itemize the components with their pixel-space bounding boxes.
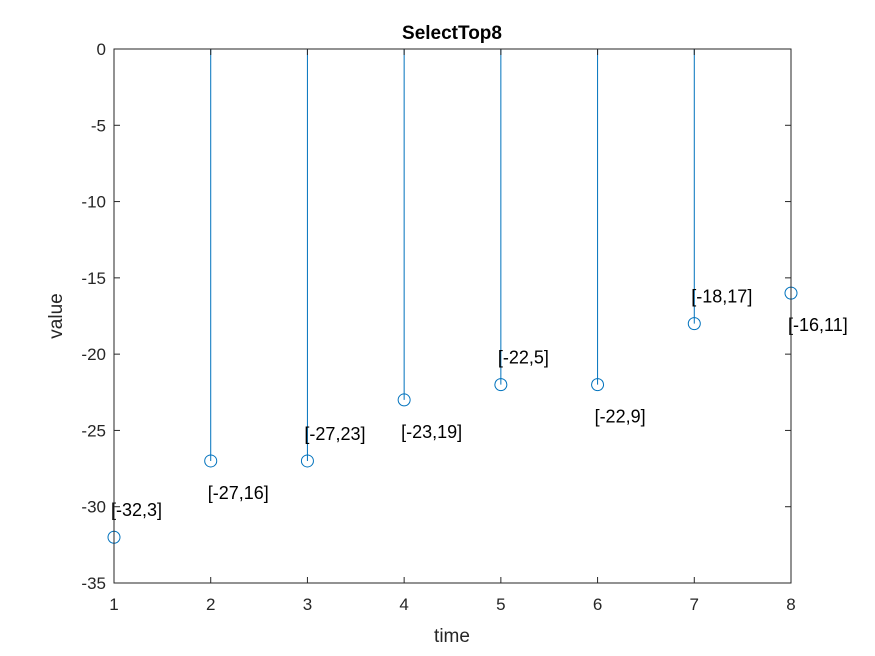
y-tick-label: -25 xyxy=(81,421,106,440)
y-tick-label: -35 xyxy=(81,574,106,593)
data-label: [-32,3] xyxy=(111,500,162,520)
x-axis-label: time xyxy=(434,626,470,647)
stem-marker xyxy=(687,317,701,331)
y-axis-ticks: 0 -5 -10 -15 -20 -25 -30 -35 xyxy=(81,40,791,593)
stem-marker xyxy=(397,393,411,407)
y-tick-label: -10 xyxy=(81,193,106,212)
data-label: [-27,16] xyxy=(208,483,269,503)
y-tick-label: -5 xyxy=(91,116,106,135)
x-tick-label: 1 xyxy=(109,595,118,614)
y-axis-label: value xyxy=(46,293,67,338)
x-axis-ticks: 1 2 3 4 5 6 7 8 xyxy=(109,49,796,614)
data-label: [-16,11] xyxy=(788,315,848,335)
stem-marker xyxy=(300,454,314,468)
stem-marker xyxy=(591,378,605,392)
x-tick-label: 6 xyxy=(593,595,602,614)
data-label: [-18,17] xyxy=(691,287,752,307)
data-label: [-22,9] xyxy=(595,407,646,427)
y-tick-label: -15 xyxy=(81,269,106,288)
chart-title: SelectTop8 xyxy=(402,23,502,44)
axes-box xyxy=(113,48,792,584)
plot-area xyxy=(114,49,791,583)
data-labels: [-32,3] [-27,16] [-27,23] [-23,19] [-22,5] [-… xyxy=(111,287,848,521)
data-label: [-22,5] xyxy=(498,348,549,368)
x-tick-label: 3 xyxy=(303,595,312,614)
data-label: [-27,23] xyxy=(304,424,365,444)
y-tick-label: -30 xyxy=(81,498,106,517)
x-tick-label: 8 xyxy=(786,595,795,614)
stem-markers xyxy=(107,286,798,544)
x-tick-label: 7 xyxy=(690,595,699,614)
stem-marker xyxy=(494,378,508,392)
y-tick-label: -20 xyxy=(81,345,106,364)
y-tick-label: 0 xyxy=(97,40,106,59)
data-label: [-23,19] xyxy=(401,422,462,442)
x-tick-label: 4 xyxy=(399,595,408,614)
stem-marker xyxy=(204,454,218,468)
x-tick-label: 2 xyxy=(206,595,215,614)
x-tick-label: 5 xyxy=(496,595,505,614)
